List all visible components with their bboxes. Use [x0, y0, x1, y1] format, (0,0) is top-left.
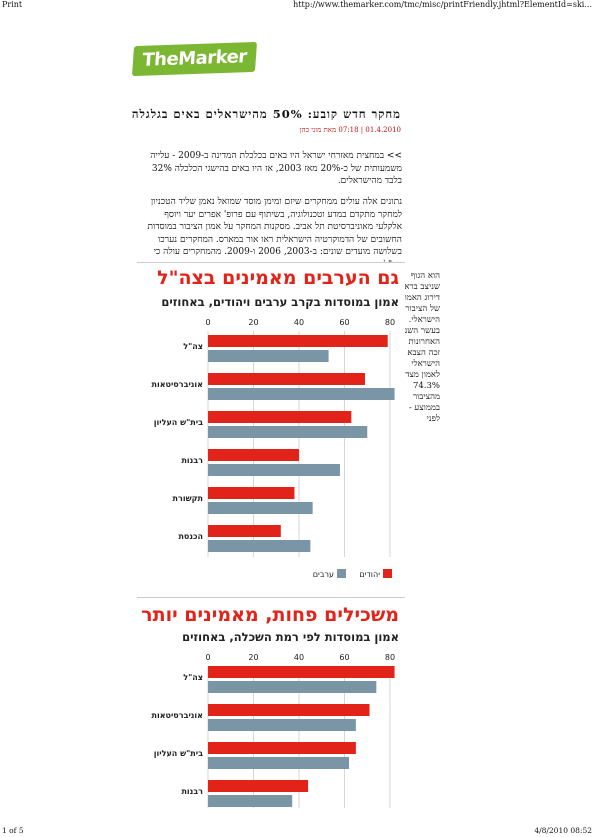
x-tick-label: 20: [248, 653, 258, 662]
category-label: אוניברסיטאות: [151, 380, 203, 389]
category-label: אוניברסיטאות: [151, 711, 203, 720]
print-url: http://www.themarker.com/tmc/misc/printF…: [293, 0, 592, 9]
article-body: נתונים אלה עולים ממחקרים שיזם ומימן מוסד…: [147, 197, 402, 270]
legend-label-arabs: ערבים: [313, 570, 334, 579]
legend-swatch-arabs: [337, 569, 346, 578]
bar-gray: [208, 757, 350, 769]
bar-gray: [208, 719, 356, 731]
bar-gray: [208, 464, 340, 476]
x-tick-label: 0: [205, 318, 210, 327]
bar-gray: [208, 502, 313, 514]
bar-gray: [208, 426, 368, 438]
category-label: בית"ש העליון: [154, 749, 203, 758]
bar-red: [208, 411, 352, 423]
category-label: תקשורת: [173, 494, 203, 503]
bar-gray: [208, 681, 377, 693]
chart2-subtitle: אמון במוסדות לפי רמת השכלה, באחוזים: [182, 630, 399, 644]
chart1-subtitle: אמון במוסדות בקרב ערבים ויהודים, באחוזים: [161, 295, 399, 309]
article-lead: >> במחצית מאזרחי ישראל היו באים בכלכלת ה…: [150, 151, 402, 186]
article-sidebar-text: הוא הגוף שניצב בראש דירוג האמון של הציבו…: [396, 271, 440, 424]
bar-red: [208, 525, 281, 537]
chart1-plot: 0 20 40 60 80 צה"ל אוניברסיטאות בית"ש העליון רבנ…: [151, 318, 395, 579]
category-label: בית"ש העליון: [154, 418, 203, 427]
bar-gray: [208, 350, 329, 362]
x-tick-label: 40: [294, 653, 304, 662]
chart1-headline: גם הערבים מאמינים בצה"ל: [157, 267, 399, 289]
chart-education: משכילים פחות, מאמינים יותר אמון במוסדות …: [137, 597, 405, 808]
page-counter: 1 of 5: [2, 826, 24, 835]
x-tick-label: 60: [339, 318, 349, 327]
category-label: רבנות: [181, 787, 203, 796]
bar-gray: [208, 388, 395, 400]
legend-label-jews: יהודים: [359, 570, 380, 579]
bar-red: [208, 335, 388, 347]
category-label: צה"ל: [183, 673, 203, 682]
bar-red: [208, 742, 356, 754]
chart2-headline: משכילים פחות, מאמינים יותר: [141, 604, 399, 626]
bar-red: [208, 449, 299, 461]
bar-red: [208, 666, 395, 678]
category-label: רבנות: [181, 456, 203, 465]
legend-swatch-jews: [383, 569, 392, 578]
chart-arabs-jews: גם הערבים מאמינים בצה"ל אמון במוסדות בקר…: [137, 262, 405, 593]
print-title: Print: [2, 0, 23, 9]
article-meta: 01.4.2010 | 07:18 מאת מוני כהן: [299, 126, 401, 134]
bar-gray: [208, 540, 311, 552]
x-tick-label: 80: [385, 653, 395, 662]
logo-text: TheMarker: [141, 46, 248, 71]
article-headline: מחקר חדש קובע: 50% מהישראלים באים בגלגלה: [131, 107, 401, 121]
x-tick-label: 80: [385, 318, 395, 327]
chart2-plot: 0 20 40 60 80 צה"ל אוניברסיטאות בית"ש העליון רבנ…: [151, 653, 395, 808]
x-tick-label: 60: [339, 653, 349, 662]
x-tick-label: 0: [205, 653, 210, 662]
x-tick-label: 20: [248, 318, 258, 327]
bar-red: [208, 780, 309, 792]
category-label: צה"ל: [183, 342, 203, 351]
bar-red: [208, 487, 295, 499]
category-label: הכנסת: [178, 532, 203, 541]
x-tick-label: 40: [294, 318, 304, 327]
bar-red: [208, 373, 365, 385]
bar-gray: [208, 795, 293, 807]
themarker-logo[interactable]: TheMarker: [131, 41, 258, 77]
print-datetime: 4/8/2010 08:52: [534, 826, 592, 835]
bar-red: [208, 704, 370, 716]
